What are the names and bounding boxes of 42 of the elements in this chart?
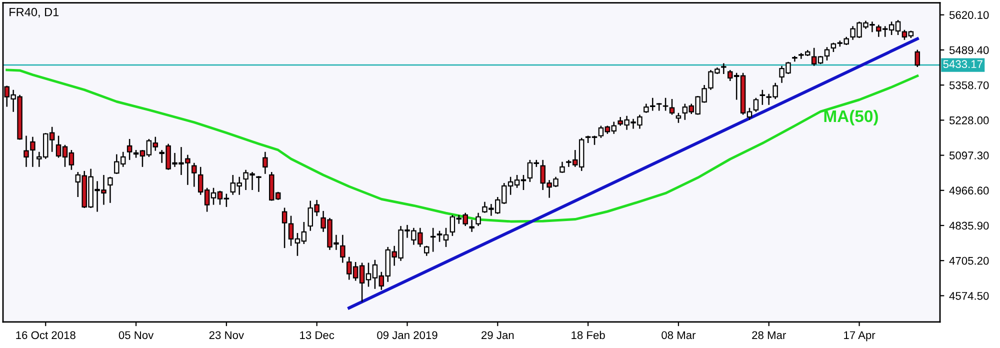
candlestick — [424, 245, 430, 256]
candlestick — [914, 49, 920, 68]
series-label: MA(50) — [824, 110, 878, 126]
candlestick — [108, 176, 113, 204]
candlestick — [340, 234, 346, 264]
y-tick-label: 5358.70 — [949, 81, 989, 90]
x-tick-label: 29 Jan — [482, 331, 514, 340]
line-series — [6, 68, 919, 223]
y-tick-label: 4966.60 — [949, 186, 989, 195]
y-tick-label: 4705.20 — [949, 256, 989, 265]
candlestick — [282, 207, 288, 249]
x-tick-label: 13 Dec — [300, 331, 334, 340]
y-tick-label: 5489.40 — [949, 46, 989, 54]
candlestick — [126, 138, 132, 161]
candlestick — [430, 227, 436, 252]
x-tick-label: 09 Jan 2019 — [377, 331, 438, 340]
y-tick-label: 4835.90 — [949, 222, 989, 230]
x-tick-label: 17 Apr — [844, 331, 876, 342]
candlestick — [721, 62, 726, 75]
x-tick-label: 28 Mar — [752, 331, 786, 340]
candlestick — [256, 175, 262, 193]
x-tick-label: 18 Feb — [572, 330, 605, 340]
y-tick-label: 5228.00 — [949, 116, 989, 124]
x-tick-label: 23 Nov — [209, 331, 244, 340]
candlestick — [262, 151, 268, 175]
ref-line-label: 5433.17 — [943, 60, 982, 68]
candlestick — [669, 98, 675, 116]
candlestick — [676, 112, 682, 124]
candlestick — [469, 219, 474, 233]
y-tick-label: 4574.50 — [949, 292, 989, 300]
candlestick — [753, 97, 759, 112]
x-tick-label: 16 Oct 2018 — [16, 331, 76, 340]
candlestick — [662, 97, 668, 112]
x-tick-label: 05 Nov — [118, 331, 154, 340]
candlestick — [476, 212, 481, 227]
candlestick — [760, 89, 766, 106]
x-tick-label: 08 Mar — [662, 331, 696, 340]
candlestick — [560, 161, 565, 174]
candlestick — [192, 162, 197, 188]
y-tick-label: 5097.30 — [949, 152, 989, 160]
chart-title: FR40, D1 — [10, 8, 59, 18]
y-tick-label: 5620.10 — [949, 11, 989, 19]
